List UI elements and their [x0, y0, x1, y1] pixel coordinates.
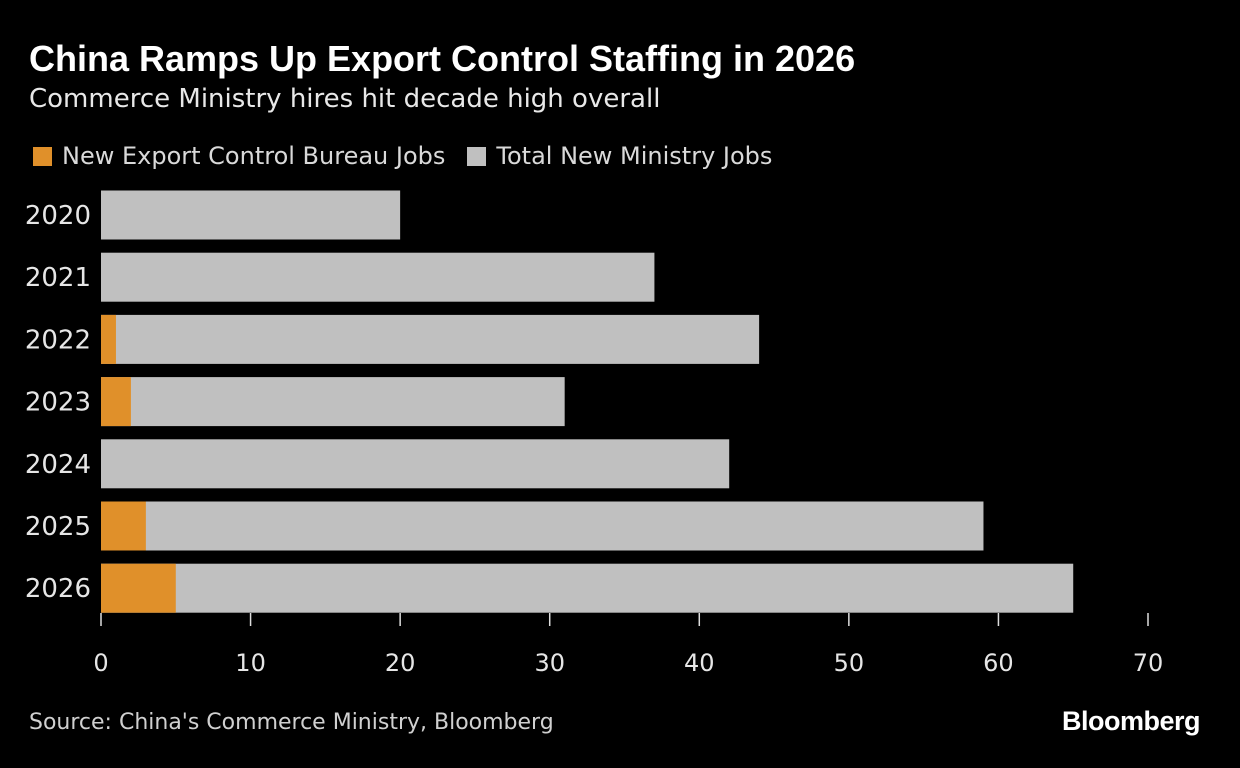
y-tick-label-2021: 2021 [25, 263, 91, 293]
x-tick-label-10: 10 [235, 649, 266, 677]
bar-chart: 2020 2021 2022 2023 2024 2025 2026 0 10 20 30 40 50 6… [25, 190, 1164, 677]
y-tick-label-2026: 2026 [25, 574, 91, 604]
legend-label-export-control: New Export Control Bureau Jobs [62, 142, 446, 170]
bar-total-2022 [101, 314, 760, 364]
x-tick-label-60: 60 [983, 649, 1014, 677]
bloomberg-logo: Bloomberg [1061, 706, 1201, 736]
bar-total-2023 [101, 377, 565, 427]
y-tick-label-2022: 2022 [25, 325, 91, 355]
bar-total-2020 [101, 190, 401, 240]
chart-title: China Ramps Up Export Control Staffing i… [29, 38, 856, 79]
x-tick-label-70: 70 [1133, 649, 1164, 677]
bar-export-control-2022 [101, 314, 116, 364]
x-tick-label-0: 0 [93, 649, 108, 677]
y-tick-label-2024: 2024 [25, 450, 91, 480]
y-tick-label-2025: 2025 [25, 512, 91, 542]
legend-item-export-control: New Export Control Bureau Jobs [33, 142, 445, 170]
bar-total-2025 [101, 501, 984, 551]
x-tick-label-30: 30 [534, 649, 565, 677]
y-tick-label-2020: 2020 [25, 201, 91, 231]
bar-export-control-2026 [101, 563, 176, 613]
legend-swatch-total [467, 146, 487, 166]
x-tick-label-50: 50 [834, 649, 865, 677]
y-tick-label-2023: 2023 [25, 388, 91, 418]
x-tick-label-40: 40 [684, 649, 715, 677]
source-note: Source: China's Commerce Ministry, Bloom… [29, 710, 554, 735]
legend-label-total: Total New Ministry Jobs [496, 142, 773, 170]
x-tick-label-20: 20 [385, 649, 416, 677]
bar-total-2026 [101, 563, 1074, 613]
bar-export-control-2025 [101, 501, 146, 551]
bar-total-2021 [101, 252, 655, 302]
chart-legend: New Export Control Bureau Jobs Total New… [33, 142, 794, 170]
bar-export-control-2023 [101, 377, 131, 427]
chart-subtitle: Commerce Ministry hires hit decade high … [29, 84, 661, 114]
legend-swatch-export-control [33, 146, 52, 166]
legend-item-total: Total New Ministry Jobs [467, 142, 772, 170]
bar-total-2024 [101, 439, 730, 489]
